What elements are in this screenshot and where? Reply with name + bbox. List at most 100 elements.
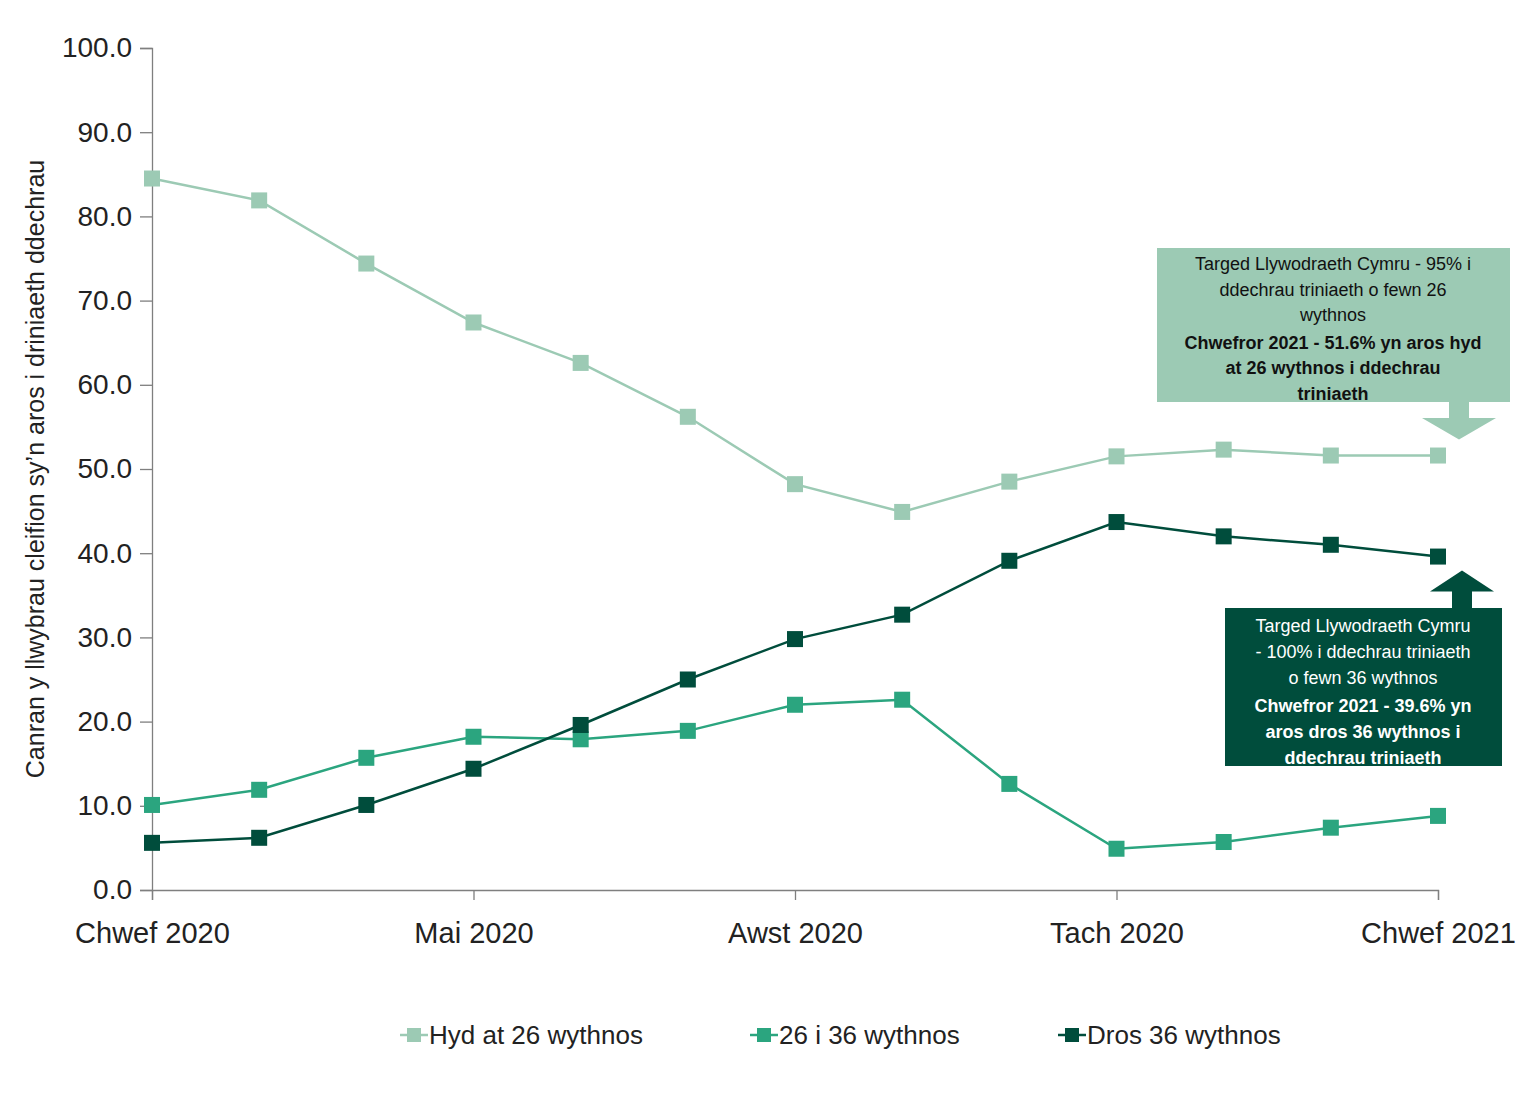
- annotation-bold-text: at 26 wythnos i ddechrau: [1225, 358, 1440, 378]
- y-tick-mark: [140, 890, 152, 891]
- series-marker: [144, 797, 160, 813]
- series-marker: [251, 192, 267, 208]
- series-marker: [894, 607, 910, 623]
- series-marker: [466, 729, 482, 745]
- series-marker: [358, 797, 374, 813]
- y-tick-mark: [140, 469, 152, 470]
- series-marker: [1323, 448, 1339, 464]
- y-tick-mark: [140, 300, 152, 301]
- legend-item: Dros 36 wythnos: [1058, 1020, 1281, 1050]
- legend-item: Hyd at 26 wythnos: [400, 1020, 643, 1050]
- series-marker: [358, 750, 374, 766]
- x-tick-label: Chwef 2021: [1361, 917, 1516, 949]
- y-tick-label: 60.0: [78, 369, 133, 400]
- y-tick: 60.0: [78, 369, 153, 400]
- x-axis-line: [153, 891, 1439, 901]
- series-marker: [573, 717, 589, 733]
- x-axis: Chwef 2020Mai 2020Awst 2020Tach 2020Chwe…: [75, 890, 1516, 949]
- series-marker: [1323, 820, 1339, 836]
- series-marker: [573, 731, 589, 747]
- series-marker: [787, 631, 803, 647]
- y-tick: 10.0: [78, 790, 153, 821]
- legend-item: 26 i 36 wythnos: [750, 1020, 960, 1050]
- series-marker: [1001, 474, 1017, 490]
- x-tick-mark: [1438, 890, 1439, 900]
- y-axis: 0.0 10.0 20.0 30.0 40.0 50.0 60.0 70.0 80.0 90.0 1…: [62, 32, 153, 905]
- annotation-arrow: [1430, 571, 1494, 608]
- annotation-box: [1225, 608, 1502, 766]
- x-tick-mark: [152, 890, 153, 900]
- legend-label: Hyd at 26 wythnos: [429, 1020, 643, 1050]
- y-tick-label: 0.0: [93, 874, 132, 905]
- series-marker: [894, 504, 910, 520]
- annotation-text: wythnos: [1299, 305, 1366, 325]
- series-marker: [1430, 549, 1446, 565]
- x-tick-label: Mai 2020: [414, 917, 533, 949]
- legend-marker: [1065, 1028, 1079, 1042]
- series-marker: [787, 476, 803, 492]
- y-tick-label: 100.0: [62, 32, 132, 63]
- series-marker: [1109, 448, 1125, 464]
- series-marker: [680, 409, 696, 425]
- annotation-text: Targed Llywodraeth Cymru - 95% i: [1195, 254, 1471, 274]
- y-tick-mark: [140, 553, 152, 554]
- annotation-bold-text: triniaeth: [1297, 384, 1368, 404]
- series-marker: [894, 692, 910, 708]
- series-marker: [1109, 841, 1125, 857]
- y-tick-label: 90.0: [78, 117, 133, 148]
- y-tick: 90.0: [78, 117, 153, 148]
- y-tick-mark: [140, 385, 152, 386]
- legend: Hyd at 26 wythnos 26 i 36 wythnos Dros 36 …: [400, 1020, 1281, 1050]
- y-tick-label: 70.0: [78, 285, 133, 316]
- annotation-bold-text: ddechrau triniaeth: [1284, 748, 1441, 768]
- y-tick: 40.0: [78, 538, 153, 569]
- annotation-bold-text: Chwefror 2021 - 39.6% yn: [1254, 696, 1471, 716]
- x-tick-label: Awst 2020: [728, 917, 863, 949]
- y-tick-label: 20.0: [78, 706, 133, 737]
- x-tick-mark: [795, 890, 796, 900]
- annotation-text: Targed Llywodraeth Cymru: [1255, 616, 1470, 636]
- x-tick: Awst 2020: [728, 890, 863, 949]
- series-marker: [680, 672, 696, 688]
- y-tick: 80.0: [78, 201, 153, 232]
- x-tick: Tach 2020: [1050, 890, 1184, 949]
- y-tick: 0.0: [93, 874, 152, 905]
- series-marker: [1216, 834, 1232, 850]
- series-marker: [787, 697, 803, 713]
- legend-marker: [757, 1028, 771, 1042]
- legend-marker: [407, 1028, 421, 1042]
- y-tick-label: 80.0: [78, 201, 133, 232]
- series-marker: [573, 355, 589, 371]
- series-marker: [1216, 528, 1232, 544]
- series-marker: [466, 314, 482, 330]
- legend-label: Dros 36 wythnos: [1087, 1020, 1281, 1050]
- series-marker: [1001, 553, 1017, 569]
- y-tick-label: 30.0: [78, 622, 133, 653]
- y-tick-mark: [140, 48, 152, 49]
- y-axis-title: Canran y llwybrau cleifion sy’n aros i d…: [21, 160, 49, 778]
- x-tick-mark: [1116, 890, 1117, 900]
- y-tick: 50.0: [78, 453, 153, 484]
- y-tick-label: 10.0: [78, 790, 133, 821]
- annotation-arrow: [1422, 402, 1496, 440]
- x-tick-mark: [473, 890, 474, 900]
- y-tick-mark: [140, 637, 152, 638]
- annotation-text: - 100% i ddechrau triniaeth: [1255, 642, 1470, 662]
- annotation: Targed Llywodraeth Cymru - 100% i ddechra…: [1225, 571, 1502, 768]
- y-tick-mark: [140, 216, 152, 217]
- series-marker: [251, 782, 267, 798]
- legend-label: 26 i 36 wythnos: [779, 1020, 960, 1050]
- y-tick-label: 50.0: [78, 453, 133, 484]
- series-marker: [251, 830, 267, 846]
- series-marker: [144, 171, 160, 187]
- y-tick: 30.0: [78, 622, 153, 653]
- chart: 0.0 10.0 20.0 30.0 40.0 50.0 60.0 70.0 80.0 90.0 1…: [0, 0, 1538, 1114]
- series-marker: [1430, 448, 1446, 464]
- y-tick: 70.0: [78, 285, 153, 316]
- series-marker: [466, 761, 482, 777]
- series-marker: [144, 835, 160, 851]
- y-tick-label: 40.0: [78, 538, 133, 569]
- annotation-box: [1157, 248, 1510, 402]
- x-tick: Mai 2020: [414, 890, 533, 949]
- series-marker: [1216, 442, 1232, 458]
